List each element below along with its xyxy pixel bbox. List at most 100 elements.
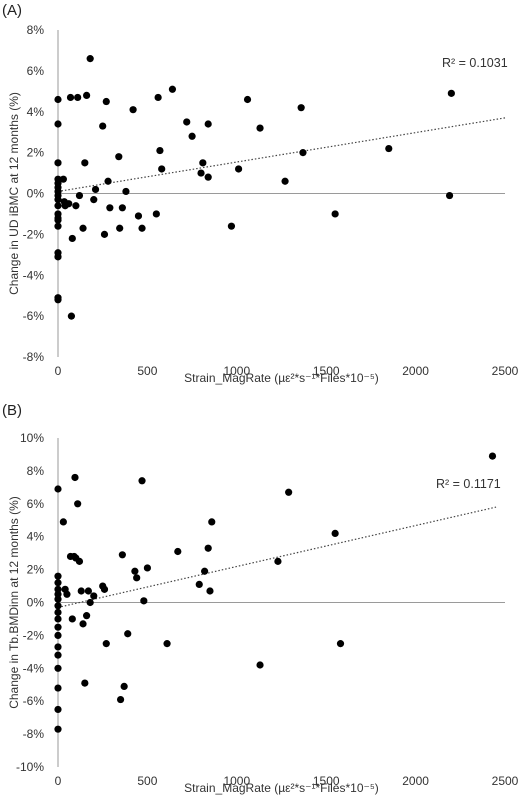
data-point	[54, 595, 62, 603]
y-tick-label: -10%	[16, 760, 44, 774]
data-point	[79, 224, 87, 232]
data-point	[234, 165, 243, 173]
x-axis-title-name: Strain_MagRate	[184, 781, 274, 795]
y-tick-label: 2%	[27, 146, 45, 160]
y-tick-label: 6%	[27, 64, 45, 78]
data-point	[54, 602, 62, 610]
data-point	[285, 488, 293, 496]
data-point	[54, 590, 62, 598]
y-tick-label: 8%	[27, 23, 45, 37]
data-point	[54, 643, 62, 651]
chart-panel-b: (B) -10% -8% -6% -4% -2% 0% 2% 4% 6% 8% 10% 0 500 100…	[0, 400, 520, 807]
y-tick-label: 6%	[27, 497, 45, 511]
x-tick-label: 2000	[402, 364, 429, 378]
data-point	[75, 557, 84, 565]
data-point	[54, 485, 62, 493]
x-tick-label: 0	[55, 774, 62, 788]
y-tick-label: 0%	[27, 187, 45, 201]
data-point	[67, 312, 76, 320]
data-point	[54, 216, 62, 224]
data-point	[90, 592, 98, 600]
data-point	[274, 557, 282, 565]
data-point	[102, 640, 110, 648]
data-point	[54, 222, 62, 230]
data-point	[66, 93, 75, 102]
data-point	[54, 579, 62, 587]
data-point	[158, 165, 166, 173]
data-point	[100, 585, 109, 593]
data-point	[156, 146, 164, 155]
data-point	[54, 631, 62, 639]
r-squared-annotation: R² = 0.1031	[442, 56, 508, 70]
data-point	[106, 204, 114, 212]
data-point	[54, 664, 62, 672]
y-tick-label: -2%	[23, 628, 45, 642]
data-point	[133, 574, 141, 582]
data-point	[54, 608, 62, 616]
x-tick-label: 500	[137, 364, 157, 378]
x-tick-label: 1000	[223, 774, 250, 788]
data-point	[86, 598, 94, 607]
data-point	[183, 118, 191, 126]
data-point	[227, 222, 236, 230]
scatter-plot-b: -10% -8% -6% -4% -2% 0% 2% 4% 6% 8% 10% 0 500 1000 150…	[7, 431, 519, 795]
y-tick-label: -6%	[23, 694, 45, 708]
data-point	[54, 705, 62, 714]
data-point	[195, 580, 203, 589]
y-tick-label: 4%	[27, 105, 45, 119]
data-point	[447, 89, 455, 97]
data-point	[129, 106, 137, 114]
data-point	[54, 120, 62, 128]
data-point	[188, 132, 196, 140]
x-axis-title-units: (µε²*s⁻¹*Files*10⁻⁵)	[274, 781, 379, 795]
data-point	[65, 200, 73, 208]
data-point	[54, 95, 62, 104]
data-point	[122, 187, 130, 196]
x-tick-label: 2500	[492, 364, 519, 378]
y-tick-label: -8%	[23, 350, 45, 364]
trendline	[57, 117, 506, 193]
data-point	[204, 173, 212, 181]
y-tick-label: 4%	[27, 530, 45, 544]
data-point	[77, 587, 85, 595]
data-point	[138, 224, 146, 232]
data-point	[297, 104, 305, 112]
data-point	[81, 679, 89, 687]
chart-panel-a: (A) -8% -6% -4% -2% 0% 2% 4% 6% 8% 0 500 1000 1500 20…	[0, 0, 520, 400]
y-tick-label: 2%	[27, 563, 45, 577]
data-point	[299, 149, 307, 157]
panel-label-a: (A)	[2, 2, 22, 19]
data-point	[72, 202, 80, 210]
data-point	[71, 473, 79, 482]
data-point	[281, 177, 289, 185]
data-point	[152, 210, 160, 218]
data-point	[54, 196, 62, 204]
y-tick-label: -4%	[23, 661, 45, 675]
data-point	[197, 169, 205, 177]
data-point	[59, 518, 67, 526]
x-tick-label: 500	[137, 774, 157, 788]
data-point	[54, 615, 62, 623]
data-point	[488, 452, 497, 460]
data-point	[174, 547, 182, 556]
data-point	[100, 230, 109, 238]
data-point	[91, 185, 100, 194]
data-point	[143, 564, 151, 572]
data-point	[83, 612, 91, 620]
data-point	[63, 590, 71, 598]
data-point	[54, 572, 62, 580]
data-point	[120, 682, 128, 690]
data-point	[104, 177, 112, 185]
y-tick-label: 10%	[20, 431, 44, 445]
data-point	[86, 55, 94, 63]
data-point	[204, 120, 212, 128]
data-point	[118, 551, 126, 559]
y-tick-label: -2%	[23, 227, 45, 241]
data-point	[79, 620, 87, 628]
data-point	[131, 567, 139, 575]
data-point	[81, 159, 89, 167]
panel-label-b: (B)	[2, 402, 22, 419]
x-axis-title-name: Strain_MagRate	[184, 371, 274, 385]
data-point	[74, 500, 82, 508]
y-tick-label: -8%	[23, 727, 45, 741]
